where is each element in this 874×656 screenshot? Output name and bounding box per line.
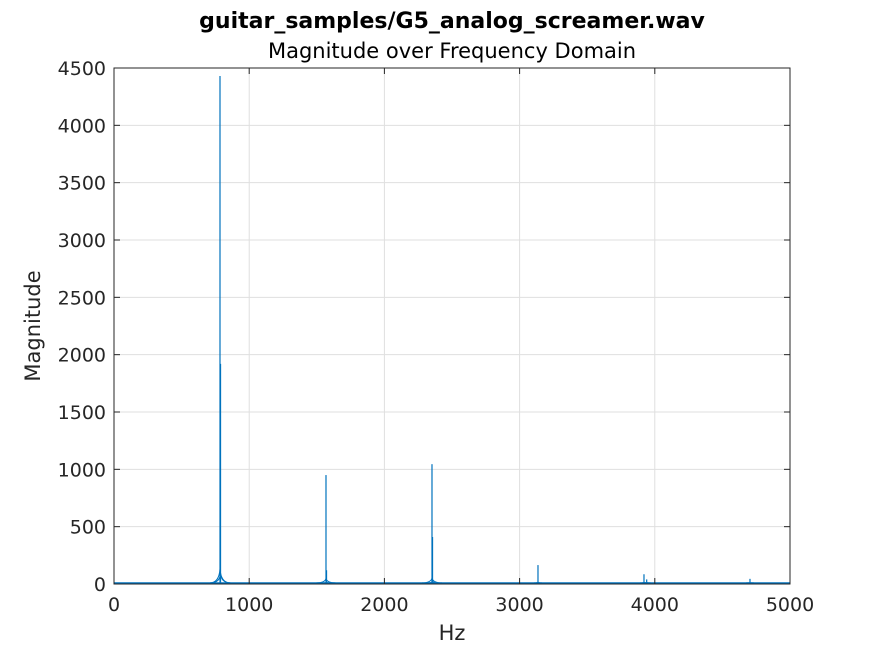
- chart-title: guitar_samples/G5_analog_screamer.wav: [199, 9, 705, 34]
- y-tick-label: 2000: [58, 345, 106, 367]
- x-tick-label: 3000: [495, 594, 543, 616]
- y-tick-label: 4000: [58, 115, 106, 137]
- peak-skirt: [322, 581, 331, 584]
- y-tick-label: 4500: [58, 58, 106, 80]
- y-tick-label: 2500: [58, 287, 106, 309]
- y-tick-label: 3000: [58, 230, 106, 252]
- x-tick-label: 4000: [631, 594, 679, 616]
- axis-ticks: 0 1000 2000 3000 4000 5000 0 500 1000 1500 2000 250…: [58, 58, 815, 616]
- grid-lines: [113, 67, 791, 585]
- peak-skirt: [428, 579, 437, 584]
- peak-skirt: [210, 573, 231, 584]
- y-tick-label: 0: [94, 574, 106, 596]
- x-tick-label: 0: [108, 594, 120, 616]
- x-tick-label: 5000: [766, 594, 814, 616]
- axes-box: [113, 67, 791, 585]
- y-axis-label: Magnitude: [21, 270, 45, 381]
- y-tick-label: 1000: [58, 459, 106, 481]
- x-axis-label: Hz: [439, 621, 466, 645]
- spectrum-series: [114, 76, 790, 584]
- y-tick-label: 1500: [58, 402, 106, 424]
- x-tick-label: 2000: [360, 594, 408, 616]
- x-tick-label: 1000: [225, 594, 273, 616]
- chart-subtitle: Magnitude over Frequency Domain: [268, 39, 636, 63]
- peak-skirt: [533, 581, 542, 584]
- y-tick-label: 3500: [58, 173, 106, 195]
- y-tick-label: 500: [70, 517, 106, 539]
